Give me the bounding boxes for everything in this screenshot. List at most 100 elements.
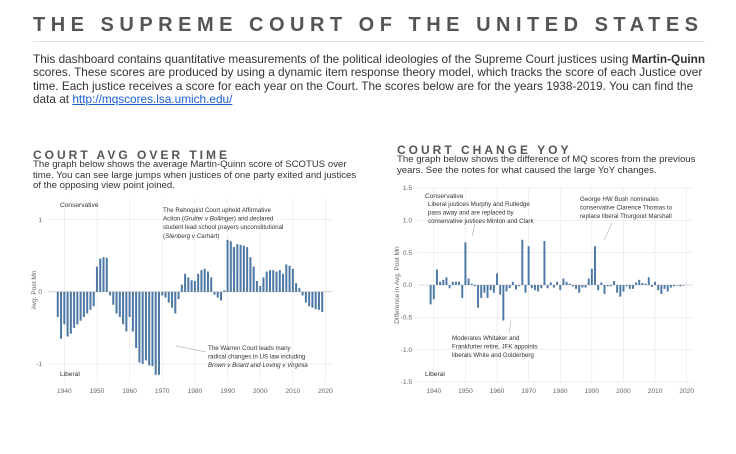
bar xyxy=(213,291,216,295)
bar xyxy=(628,285,631,289)
annotation-line: liberals White and Golderberg xyxy=(452,352,534,359)
bar xyxy=(458,281,461,285)
bar xyxy=(210,277,213,292)
bar xyxy=(527,246,530,285)
bar xyxy=(679,285,682,287)
x-tick-label: 1940 xyxy=(57,388,72,395)
annotation-line: Frankfurter retire, JFK appoints xyxy=(452,344,538,351)
x-tick-label: 1970 xyxy=(155,388,170,395)
annotation-line: Brown v Board and Loving v Virginia xyxy=(208,362,308,369)
bar xyxy=(141,291,144,364)
bar xyxy=(321,291,324,313)
bar xyxy=(164,291,167,298)
bar xyxy=(508,285,511,289)
bar xyxy=(265,271,268,292)
bar xyxy=(131,291,134,332)
bar xyxy=(128,291,131,318)
bar xyxy=(56,291,59,318)
bar xyxy=(187,277,190,292)
bar xyxy=(609,285,612,287)
x-tick-label: 1990 xyxy=(220,388,235,395)
bar xyxy=(454,281,457,285)
title-divider xyxy=(33,41,705,42)
mqscores-link[interactable]: http://mqscores.lsa.umich.edu/ xyxy=(72,92,233,107)
bar xyxy=(255,280,258,292)
bar xyxy=(298,288,301,292)
liberal-label: Liberal xyxy=(425,371,445,378)
bar xyxy=(647,277,650,285)
bar xyxy=(641,283,644,285)
thomas-annotation: George HW Bush nominates conservative Cla… xyxy=(580,196,673,220)
bar xyxy=(190,280,193,292)
bar xyxy=(666,285,669,292)
right-panel-description: The graph below shows the difference of … xyxy=(397,154,696,176)
bar xyxy=(60,291,63,339)
annotation-line: student lead school prayers unconstituti… xyxy=(163,224,283,231)
page-title: THE SUPREME COURT OF THE UNITED STATES xyxy=(33,14,704,36)
bar xyxy=(288,265,291,292)
court-change-chart-group: 1.5 1.0 0.5 0.0 -0.5 -1.0 -1.5 1940 1950 1960 1970… xyxy=(394,185,694,395)
x-tick-label: 2020 xyxy=(318,388,333,395)
bar xyxy=(63,291,66,325)
bar xyxy=(505,285,508,292)
bar xyxy=(236,244,239,292)
y-tick-label: 0.0 xyxy=(403,282,412,289)
intro-text-1: This dashboard contains quantitative mea… xyxy=(33,52,632,66)
bar xyxy=(578,285,581,293)
bar xyxy=(304,291,307,303)
bar xyxy=(76,291,79,325)
bar xyxy=(171,291,174,308)
bar xyxy=(105,257,108,292)
bar xyxy=(470,283,473,285)
x-tick-label: 1950 xyxy=(458,388,473,395)
bar xyxy=(174,291,177,314)
y-tick-label: -1.5 xyxy=(401,379,413,386)
bar xyxy=(492,285,495,293)
y-tick-label: 0.5 xyxy=(403,250,412,257)
bar xyxy=(515,285,517,290)
annotation-line: replace liberal Thurgood Marshall xyxy=(580,213,672,220)
bar xyxy=(612,281,615,285)
bar xyxy=(138,291,141,363)
bar xyxy=(125,291,128,332)
bar xyxy=(92,291,95,307)
annotation-line: The Warren Court leads many xyxy=(208,345,292,352)
bar xyxy=(638,279,641,285)
x-tick-label: 2010 xyxy=(648,388,663,395)
bar xyxy=(219,291,223,301)
x-tick-label: 1960 xyxy=(490,388,505,395)
bar xyxy=(556,281,559,285)
bar xyxy=(483,285,486,293)
bar xyxy=(461,285,464,298)
annotation-leader-line xyxy=(603,222,613,241)
annotation-case-name: Stenberg v Carhart xyxy=(165,233,218,240)
bar xyxy=(184,273,187,292)
left-panel-description: The graph below shows the average Martin… xyxy=(33,159,357,192)
bar xyxy=(511,281,514,285)
bar xyxy=(216,291,219,298)
bar xyxy=(448,285,451,289)
y-tick-label: 1.5 xyxy=(403,185,412,192)
bar xyxy=(308,291,311,307)
bar xyxy=(285,264,288,292)
annotation-leader-line xyxy=(508,319,512,334)
bar xyxy=(177,291,180,300)
y-tick-label: -1.0 xyxy=(401,347,413,354)
bar xyxy=(480,285,483,298)
x-tick-label: 1980 xyxy=(188,388,203,395)
bar xyxy=(239,244,242,292)
bar xyxy=(262,277,265,292)
bar xyxy=(673,285,676,287)
bar xyxy=(530,285,533,289)
annotation-line: Action (Grutter v Bollinger) and declare… xyxy=(163,216,274,223)
bar xyxy=(606,285,609,287)
bar xyxy=(499,285,502,295)
bar xyxy=(477,285,480,308)
y-tick-label: -0.5 xyxy=(401,315,413,322)
bar xyxy=(669,285,672,288)
bar xyxy=(439,281,442,285)
bar xyxy=(584,285,587,288)
annotation-case-name: Grutter v Bollinger xyxy=(184,216,235,223)
bar xyxy=(533,285,536,291)
bar xyxy=(473,285,476,287)
